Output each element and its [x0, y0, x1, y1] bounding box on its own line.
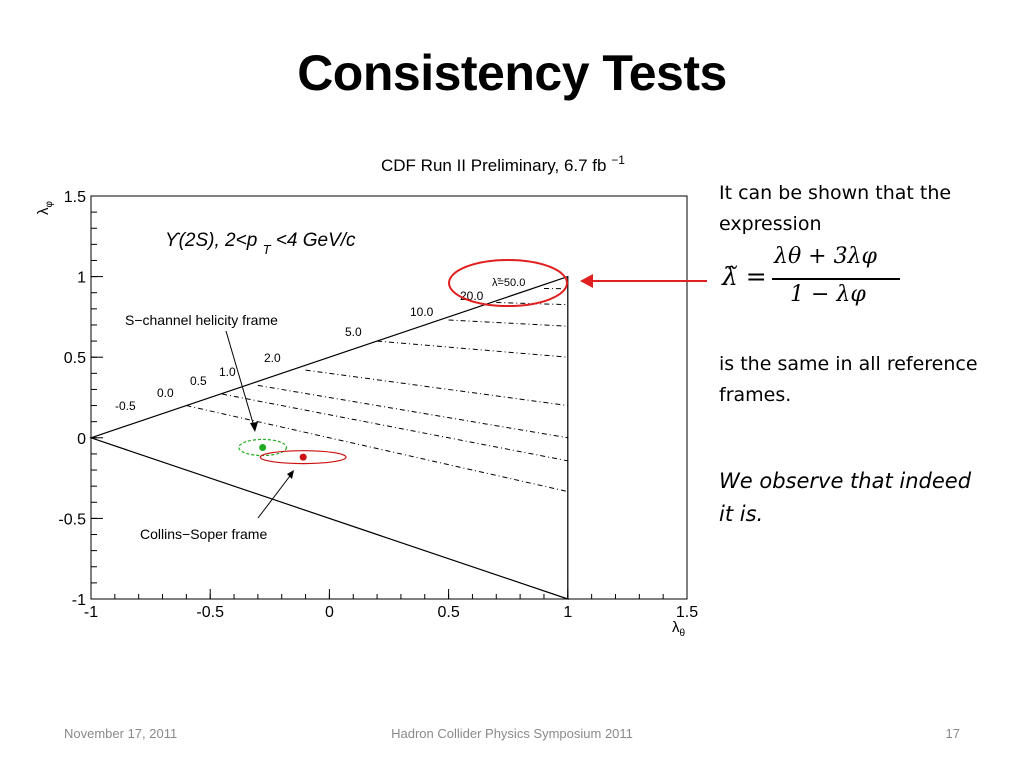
- footer-page-number: 17: [945, 726, 960, 741]
- contour-lines: -0.50.00.51.02.05.010.020.0λ̃=50.0: [115, 277, 568, 493]
- data-series: [238, 438, 347, 465]
- contour-line: [257, 384, 568, 439]
- x-tick-label: -1: [84, 604, 98, 621]
- cs-arrow-head: [287, 470, 294, 479]
- y-tick-label: 1.5: [64, 189, 86, 206]
- slide-title: Consistency Tests: [297, 45, 727, 101]
- contour-label: 0.0: [157, 386, 174, 400]
- contour-label: 1.0: [219, 365, 236, 379]
- formula-numerator: λθ + 3λφ: [774, 244, 877, 269]
- helicity-frame-point: [259, 443, 267, 451]
- y-tick-label: 0.5: [64, 350, 86, 367]
- y-tick-label: -1: [72, 592, 86, 609]
- observation-text: We observe that indeed it is.: [719, 469, 972, 526]
- contour-line: [186, 405, 568, 493]
- fraction-bar: [772, 278, 900, 280]
- contour-label: 0.5: [190, 374, 207, 388]
- formula-lhs: λ̃ =: [722, 262, 767, 291]
- x-tick-label: -0.5: [196, 604, 224, 621]
- highlight-arrow-head: [580, 274, 593, 288]
- plot-border: [90, 195, 688, 600]
- intro-text: It can be shown that the expression: [719, 182, 952, 235]
- contour-line: [448, 319, 568, 327]
- contour-label: 2.0: [264, 351, 281, 365]
- lambda-tilde-formula: λ̃ = λθ + 3λφ 1 − λφ: [722, 244, 902, 314]
- contour-line: [222, 393, 568, 462]
- highlight-circle: [448, 259, 568, 307]
- contour-label: 5.0: [345, 325, 362, 339]
- x-axis-label: λθ: [672, 619, 686, 639]
- x-tick-label: 1.5: [676, 604, 698, 621]
- sample-label: ϒ(2S), 2<p T <4 GeV/c: [165, 230, 356, 259]
- footer-date: November 17, 2011: [64, 726, 178, 741]
- cs-arrow-line: [257, 471, 294, 519]
- contour-label: -0.5: [115, 399, 136, 413]
- x-tick-label: 0.5: [437, 604, 459, 621]
- helicity-arrow-head: [250, 422, 258, 432]
- x-tick-label: 1: [563, 604, 572, 621]
- cs-annotation: Collins−Soper frame: [140, 526, 267, 542]
- cs-frame-ellipse: [259, 450, 347, 465]
- axis-ticks: -1 -0.5 0 0.5 1 1.5 -1 -0.5 0 0.5 1 1.5: [58, 189, 698, 621]
- helicity-arrow-line: [225, 330, 256, 431]
- contour-label: λ̃=50.0: [492, 277, 525, 289]
- y-tick-label: 1: [77, 270, 86, 287]
- y-tick-label: -0.5: [58, 511, 86, 528]
- contour-line: [377, 340, 568, 358]
- frames-text: is the same in all reference frames.: [719, 353, 978, 406]
- y-tick-label: 0: [77, 431, 86, 448]
- figure-header: CDF Run II Preliminary, 6.7 fb −1: [381, 153, 625, 175]
- contour-label: 10.0: [410, 305, 434, 319]
- y-axis-label: λφ: [35, 201, 55, 216]
- contour-line: [305, 369, 568, 407]
- footer-conference: Hadron Collider Physics Symposium 2011: [391, 726, 633, 741]
- formula-denominator: 1 − λφ: [790, 282, 866, 307]
- x-tick-label: 0: [325, 604, 334, 621]
- helicity-annotation: S−channel helicity frame: [125, 312, 278, 328]
- cs-frame-point: [299, 453, 307, 461]
